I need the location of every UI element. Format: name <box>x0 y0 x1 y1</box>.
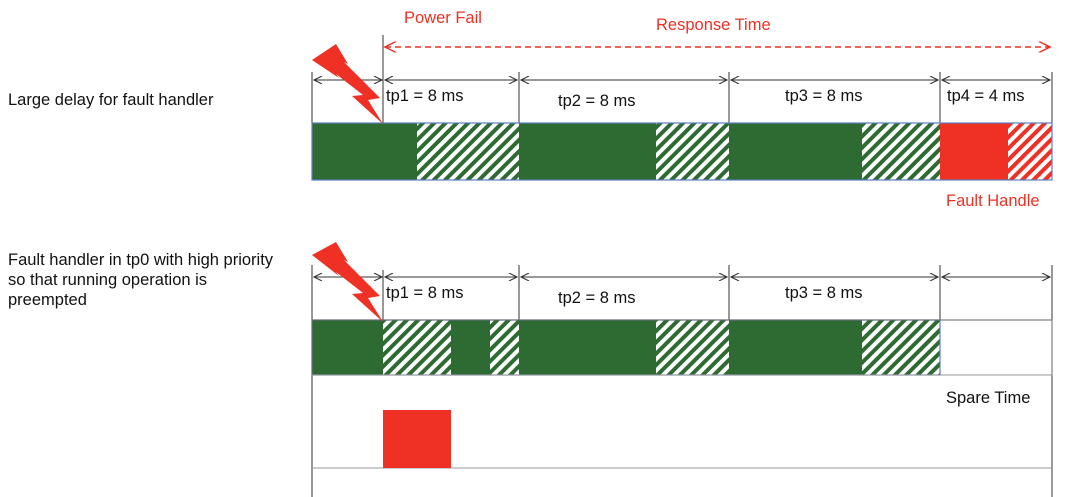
bottom-period-label-tp2: tp2 = 8 ms <box>558 289 636 307</box>
response-time-label: Response Time <box>656 16 771 34</box>
idle-block <box>417 123 519 180</box>
top-period-label-tp4: tp4 = 4 ms <box>947 87 1025 105</box>
spare-time-label: Spare Time <box>946 389 1031 407</box>
bottom-period-label-tp3: tp3 = 8 ms <box>785 284 863 302</box>
fault-handler-block <box>940 123 1008 180</box>
bottom-description: Fault handler in tp0 with high priority … <box>8 251 274 309</box>
running-block <box>729 320 862 375</box>
bottom-period-label-tp1: tp1 = 8 ms <box>386 284 464 302</box>
tp0-fault-handler-block <box>383 410 451 468</box>
running-block <box>451 320 490 375</box>
top-period-label-tp3: tp3 = 8 ms <box>785 87 863 105</box>
running-block <box>519 320 656 375</box>
spare-time-block <box>940 320 1052 375</box>
top-description: Large delay for fault handler <box>8 91 214 109</box>
idle-block <box>490 320 519 375</box>
idle-block <box>656 123 729 180</box>
idle-block <box>862 123 940 180</box>
running-block <box>519 123 656 180</box>
bottom-timeline-bar <box>311 319 1053 376</box>
top-diagram <box>311 35 1053 181</box>
top-period-label-tp2: tp2 = 8 ms <box>558 92 636 110</box>
power-fail-lightning-icon <box>312 44 383 124</box>
power-fail-label: Power Fail <box>404 9 482 27</box>
running-block <box>729 123 862 180</box>
idle-block <box>383 320 451 375</box>
power-fail-lightning-icon <box>312 242 383 322</box>
top-period-label-tp1: tp1 = 8 ms <box>386 87 464 105</box>
bottom-diagram <box>311 242 1053 497</box>
running-block <box>312 123 417 180</box>
idle-block <box>656 320 729 375</box>
idle-block <box>862 320 940 375</box>
running-block <box>312 320 383 375</box>
top-timeline-bar <box>311 122 1053 181</box>
fault-idle-block <box>1008 123 1052 180</box>
fault-handle-label: Fault Handle <box>946 192 1040 210</box>
